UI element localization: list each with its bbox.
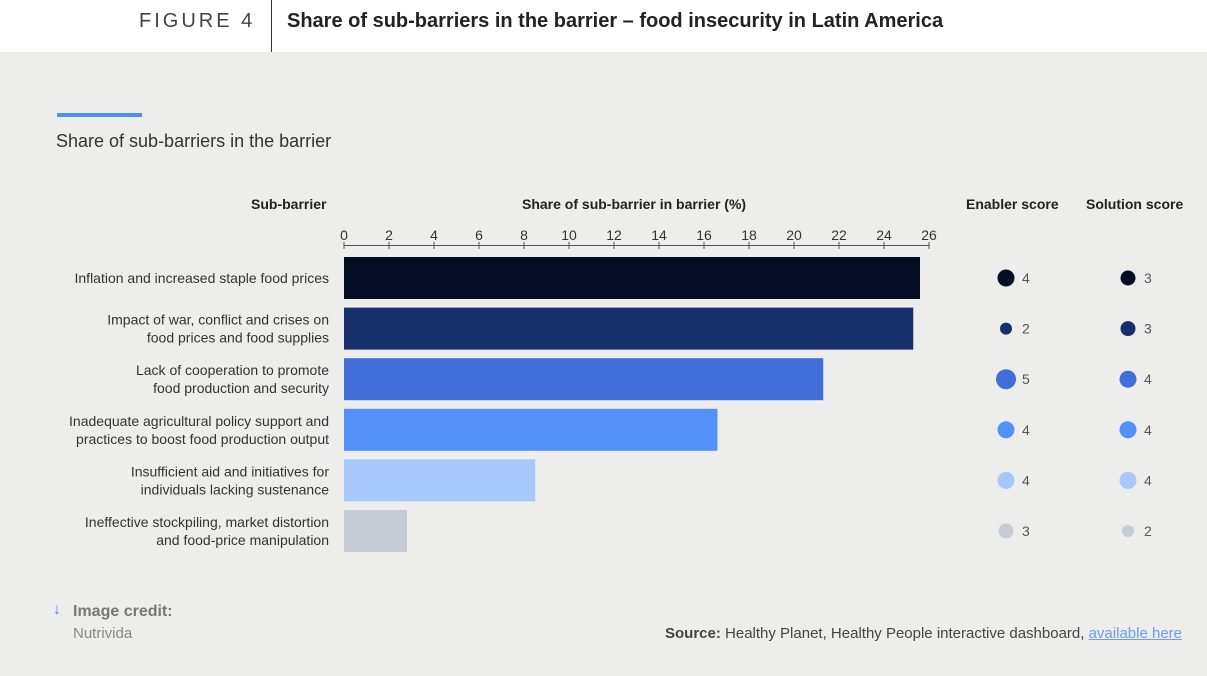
sub-barrier-column-header: Sub-barrier — [251, 196, 327, 212]
image-credit-label: Image credit: — [73, 603, 173, 620]
share-column-header: Share of sub-barrier in barrier (%) — [522, 196, 747, 212]
source-label: Source: — [665, 625, 721, 642]
category-label: food prices and food supplies — [147, 330, 329, 346]
solution-score-dot — [1122, 525, 1134, 537]
solution-score-value: 3 — [1144, 270, 1152, 286]
bar — [344, 459, 536, 502]
category-label: Inflation and increased staple food pric… — [75, 270, 330, 286]
enabler-score-header: Enabler score — [966, 196, 1059, 212]
category-label: Impact of war, conflict and crises on — [107, 312, 329, 328]
solution-score-dot — [1119, 471, 1137, 489]
category-label: Ineffective stockpiling, market distorti… — [85, 514, 329, 530]
solution-score-dot — [1119, 370, 1137, 388]
solution-score-dot — [1119, 421, 1137, 439]
category-label: individuals lacking sustenance — [141, 481, 330, 497]
chart-subtitle: Share of sub-barriers in the barrier — [56, 131, 332, 151]
source-text: Healthy Planet, Healthy People interacti… — [720, 625, 1089, 642]
enabler-score-value: 5 — [1022, 371, 1030, 387]
bar — [344, 408, 718, 451]
x-tick-label: 24 — [876, 227, 892, 243]
x-tick-label: 12 — [606, 227, 622, 243]
x-tick-label: 0 — [340, 227, 348, 243]
solution-score-value: 4 — [1144, 472, 1152, 488]
x-tick-label: 14 — [651, 227, 667, 243]
enabler-score-dot — [998, 523, 1014, 539]
solution-score-value: 4 — [1144, 422, 1152, 438]
enabler-score-value: 4 — [1022, 422, 1030, 438]
solution-score-value: 2 — [1144, 523, 1152, 539]
source-link[interactable]: available here — [1088, 625, 1182, 642]
solution-score-value: 4 — [1144, 371, 1152, 387]
enabler-score-dot — [997, 421, 1015, 439]
bar — [344, 358, 824, 401]
image-credit-value: Nutrivida — [73, 625, 133, 642]
x-tick-label: 6 — [475, 227, 483, 243]
bar — [344, 307, 914, 350]
header-divider — [271, 0, 272, 52]
figure-title: Share of sub-barriers in the barrier – f… — [287, 10, 944, 32]
enabler-score-value: 4 — [1022, 270, 1030, 286]
enabler-score-dot — [996, 369, 1016, 390]
x-tick-label: 2 — [385, 227, 393, 243]
solution-score-value: 3 — [1144, 321, 1152, 337]
solution-score-dot — [1120, 270, 1136, 286]
x-tick-label: 26 — [921, 227, 937, 243]
enabler-score-value: 3 — [1022, 523, 1030, 539]
x-tick-label: 16 — [696, 227, 712, 243]
x-tick-label: 4 — [430, 227, 438, 243]
bar — [344, 510, 407, 552]
x-tick-label: 10 — [561, 227, 577, 243]
enabler-score-dot — [997, 269, 1015, 287]
category-label: Inadequate agricultural policy support a… — [69, 413, 329, 429]
enabler-score-dot — [997, 471, 1015, 489]
category-label: food production and security — [153, 380, 329, 396]
category-label: Insufficient aid and initiatives for — [131, 463, 330, 479]
bar — [344, 257, 920, 299]
x-tick-label: 22 — [831, 227, 847, 243]
category-label: and food-price manipulation — [156, 532, 329, 548]
category-label: practices to boost food production outpu… — [76, 431, 329, 447]
figure-header: FIGURE 4 Share of sub-barriers in the ba… — [0, 0, 1207, 52]
x-tick-label: 8 — [520, 227, 528, 243]
arrow-down-icon: ↓ — [53, 601, 61, 618]
solution-score-header: Solution score — [1086, 196, 1184, 212]
solution-score-dot — [1120, 321, 1136, 337]
x-tick-label: 20 — [786, 227, 802, 243]
enabler-score-value: 2 — [1022, 321, 1030, 337]
accent-line — [57, 113, 142, 117]
enabler-score-dot — [1000, 322, 1012, 335]
enabler-score-value: 4 — [1022, 472, 1030, 488]
source-note: Source: Healthy Planet, Healthy People i… — [665, 625, 1182, 642]
figure-number: FIGURE 4 — [139, 10, 256, 32]
x-tick-label: 18 — [741, 227, 757, 243]
category-label: Lack of cooperation to promote — [136, 362, 329, 378]
